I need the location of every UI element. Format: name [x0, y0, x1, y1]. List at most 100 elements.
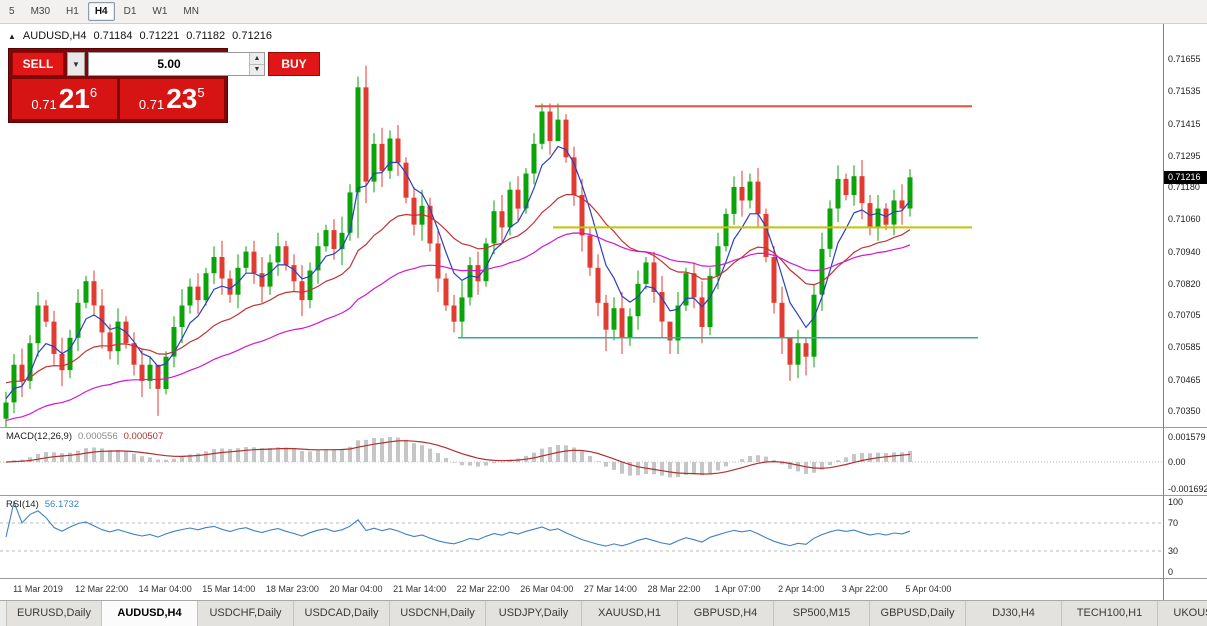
rsi-tick-label: 100	[1168, 497, 1184, 507]
timeframe-w1[interactable]: W1	[152, 6, 168, 17]
candle	[339, 232, 345, 249]
candle	[363, 87, 369, 182]
macd-bar	[300, 451, 304, 462]
candle	[355, 87, 361, 193]
macd-chart[interactable]	[0, 428, 1163, 495]
candle	[83, 281, 89, 303]
macd-bar	[668, 462, 672, 478]
chart-tab-sp500[interactable]: SP500,M15	[774, 601, 870, 626]
macd-bar	[124, 451, 128, 462]
volume-increase-button[interactable]: ▲	[250, 53, 264, 65]
macd-bar	[180, 456, 184, 462]
macd-bar	[860, 452, 864, 462]
macd-bar	[316, 450, 320, 462]
candle	[667, 321, 673, 341]
macd-bar	[268, 448, 272, 462]
candle	[275, 246, 281, 263]
chart-tab-gbpusd[interactable]: GBPUSD,Daily	[870, 601, 966, 626]
candle	[139, 364, 145, 381]
volume-input[interactable]	[89, 53, 249, 75]
legend-high: 0.71221	[139, 30, 180, 42]
rsi-chart[interactable]	[0, 496, 1163, 578]
chart-tab-tech100[interactable]: TECH100,H1	[1062, 601, 1158, 626]
candle	[859, 176, 865, 204]
macd-bar	[332, 449, 336, 462]
candle	[491, 211, 497, 244]
macd-bar	[236, 448, 240, 462]
macd-bar	[684, 462, 688, 476]
candle	[507, 189, 513, 228]
macd-signal-value: 0.000507	[123, 431, 164, 442]
macd-bar	[172, 458, 176, 462]
main-price-panel: ▲ AUDUSD,H4 0.71184 0.71221 0.71182 0.71…	[0, 24, 1163, 427]
candle	[843, 178, 849, 196]
price-scale[interactable]: 0.71655 0.71535 0.71415 0.71295 0.71180 0.710…	[1163, 24, 1207, 600]
price-tick-label: 0.70350	[1168, 405, 1201, 416]
macd-bar	[140, 456, 144, 462]
macd-bar	[884, 453, 888, 462]
time-axis-label: 3 Apr 22:00	[841, 584, 888, 594]
macd-bar	[540, 448, 544, 462]
buy-price-button[interactable]: 0.71 23 5	[119, 79, 224, 119]
candle	[707, 275, 713, 328]
candle	[827, 208, 833, 249]
candle	[611, 308, 617, 330]
timeframe-h1[interactable]: H1	[66, 6, 79, 17]
chart-tab-usdcad[interactable]: USDCAD,Daily	[294, 601, 390, 626]
timeframe-5[interactable]: 5	[9, 6, 15, 17]
volume-decrease-button[interactable]: ▼	[250, 64, 264, 75]
candle	[539, 111, 545, 144]
macd-bar	[828, 462, 832, 466]
macd-bar	[196, 453, 200, 462]
macd-bar	[580, 451, 584, 462]
chart-tab-eurusd[interactable]: EURUSD,Daily	[6, 601, 102, 626]
candle	[203, 273, 209, 301]
chart-tab-xauusd[interactable]: XAUUSD,H1	[582, 601, 678, 626]
macd-bar	[388, 437, 392, 462]
timeframe-h4[interactable]: H4	[87, 2, 115, 21]
panel-separator[interactable]	[0, 495, 1163, 496]
macd-bar	[132, 453, 136, 462]
macd-bar	[76, 450, 80, 462]
chart-tab-usdjpy[interactable]: USDJPY,Daily	[486, 601, 582, 626]
chart-tab-audusd[interactable]: AUDUSD,H4	[102, 601, 198, 626]
sell-price-button[interactable]: 0.71 21 6	[12, 79, 117, 119]
macd-bar	[372, 438, 376, 462]
chart-area: ▲ AUDUSD,H4 0.71184 0.71221 0.71182 0.71…	[0, 24, 1163, 600]
chart-tab-dj30[interactable]: DJ30,H4	[966, 601, 1062, 626]
timeframe-d1[interactable]: D1	[123, 6, 137, 17]
time-axis-label: 21 Mar 14:00	[393, 584, 447, 594]
chart-tab-ukousd[interactable]: UKOUSD,H1	[1158, 601, 1207, 626]
panel-separator[interactable]	[0, 427, 1163, 428]
chart-tab-usdchf[interactable]: USDCHF,Daily	[198, 601, 294, 626]
order-type-dropdown[interactable]: ▼	[67, 52, 85, 76]
rsi-line	[5, 500, 911, 547]
rsi-panel: RSI(14) 56.1732	[0, 496, 1163, 578]
time-axis-label: 27 Mar 14:00	[583, 584, 637, 594]
timeframe-mn[interactable]: MN	[183, 6, 199, 17]
moving-average-mid	[5, 194, 911, 384]
sell-button[interactable]: SELL	[12, 52, 64, 76]
buy-price-base: 0.71	[138, 97, 165, 112]
chart-tab-usdcnh[interactable]: USDCNH,Daily	[390, 601, 486, 626]
buy-button[interactable]: BUY	[268, 52, 320, 76]
candle	[587, 235, 593, 268]
candle	[67, 337, 73, 371]
candle	[811, 294, 817, 357]
scale-separator	[1164, 578, 1207, 579]
candle	[899, 200, 905, 209]
timeframe-m30[interactable]: M30	[30, 6, 51, 17]
candle	[715, 246, 721, 276]
macd-bar	[116, 450, 120, 462]
time-axis-label: 18 Mar 23:00	[265, 584, 319, 594]
rsi-tick-label: 0	[1168, 567, 1174, 577]
macd-bar	[636, 462, 640, 476]
legend-low: 0.71182	[186, 30, 226, 42]
macd-bar	[868, 453, 872, 462]
price-tick-label: 0.71060	[1168, 214, 1201, 225]
chevron-down-icon: ▼	[72, 59, 80, 69]
candle	[3, 402, 9, 419]
price-chart[interactable]	[0, 24, 1163, 427]
chart-tab-gbpusd[interactable]: GBPUSD,H4	[678, 601, 774, 626]
candle	[803, 343, 809, 357]
